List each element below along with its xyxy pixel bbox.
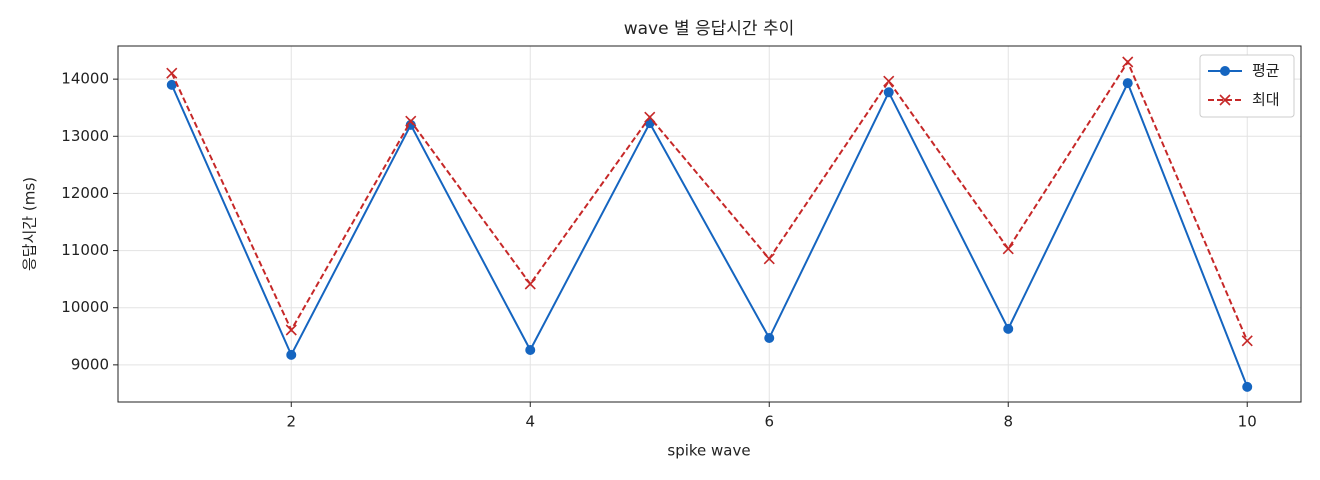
x-tick-label: 2 (286, 413, 296, 431)
x-tick-label: 8 (1003, 413, 1013, 431)
marker (644, 111, 656, 123)
y-tick-label: 14000 (61, 70, 109, 88)
marker (1122, 78, 1133, 89)
y-tick-label: 9000 (71, 355, 109, 373)
legend-label: 평균 (1252, 62, 1280, 80)
marker (525, 345, 536, 355)
series-line (170, 59, 1249, 342)
y-tick-label: 10000 (61, 298, 109, 316)
marker (166, 67, 178, 79)
y-tick-label: 11000 (61, 241, 109, 259)
chart-title: wave 별 응답시간 추이 (624, 19, 795, 39)
marker (1242, 381, 1253, 392)
marker (405, 115, 417, 127)
x-tick-label: 4 (525, 413, 535, 431)
series-line (170, 80, 1249, 388)
marker (1122, 56, 1134, 68)
legend-marker (1220, 66, 1230, 76)
legend-marker (1219, 94, 1231, 106)
marker (763, 253, 775, 265)
marker (286, 349, 297, 360)
y-axis-label: 응답시간 (ms) (21, 177, 39, 271)
x-tick-label: 6 (764, 413, 774, 431)
legend-label: 최대 (1252, 91, 1280, 109)
marker (1002, 243, 1014, 255)
y-tick-label: 13000 (61, 127, 109, 145)
y-tick-label: 12000 (61, 184, 109, 202)
marker (1241, 335, 1253, 347)
marker (883, 87, 894, 98)
marker (1003, 323, 1014, 334)
marker (764, 333, 775, 343)
legend-box (1199, 54, 1295, 118)
marker (166, 79, 177, 90)
plot-frame (117, 45, 1302, 403)
marker (883, 75, 895, 87)
marker (285, 324, 297, 336)
x-tick-label: 10 (1238, 413, 1257, 431)
marker (524, 278, 536, 290)
x-axis-label: spike wave (667, 442, 750, 460)
